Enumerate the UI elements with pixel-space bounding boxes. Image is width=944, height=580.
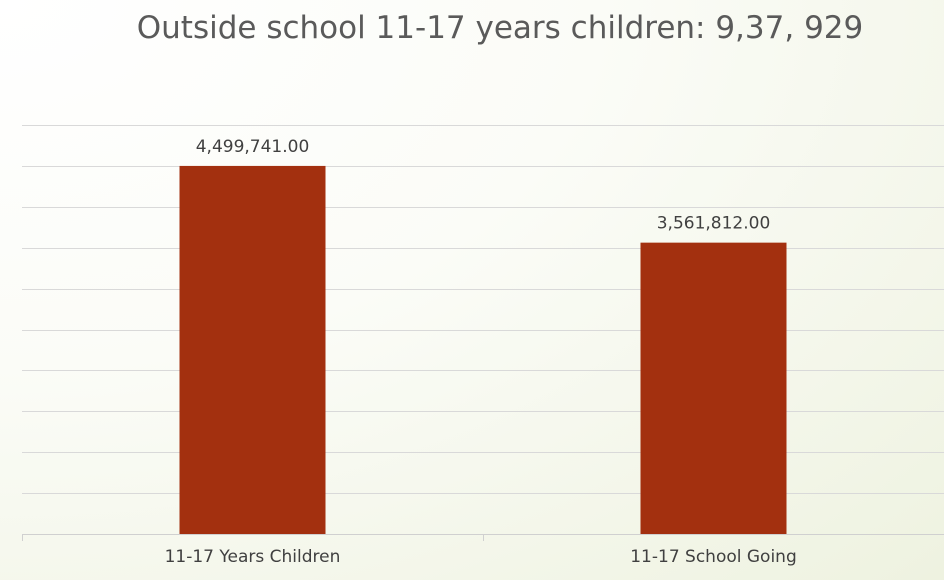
bar-1 [179,165,326,534]
bar-2 [640,242,787,534]
data-label-2: 3,561,812.00 [657,214,771,234]
bars [179,165,787,534]
gridlines [22,125,944,494]
x-axis [22,534,944,541]
chart-title: Outside school 11-17 years children: 9,3… [136,10,864,46]
x-tick-label-2: 11-17 School Going [630,547,797,567]
labels: 4,499,741.00 11-17 Years Children 3,561,81… [165,137,797,567]
data-label-1: 4,499,741.00 [196,137,310,157]
x-tick-label-1: 11-17 Years Children [165,547,341,567]
